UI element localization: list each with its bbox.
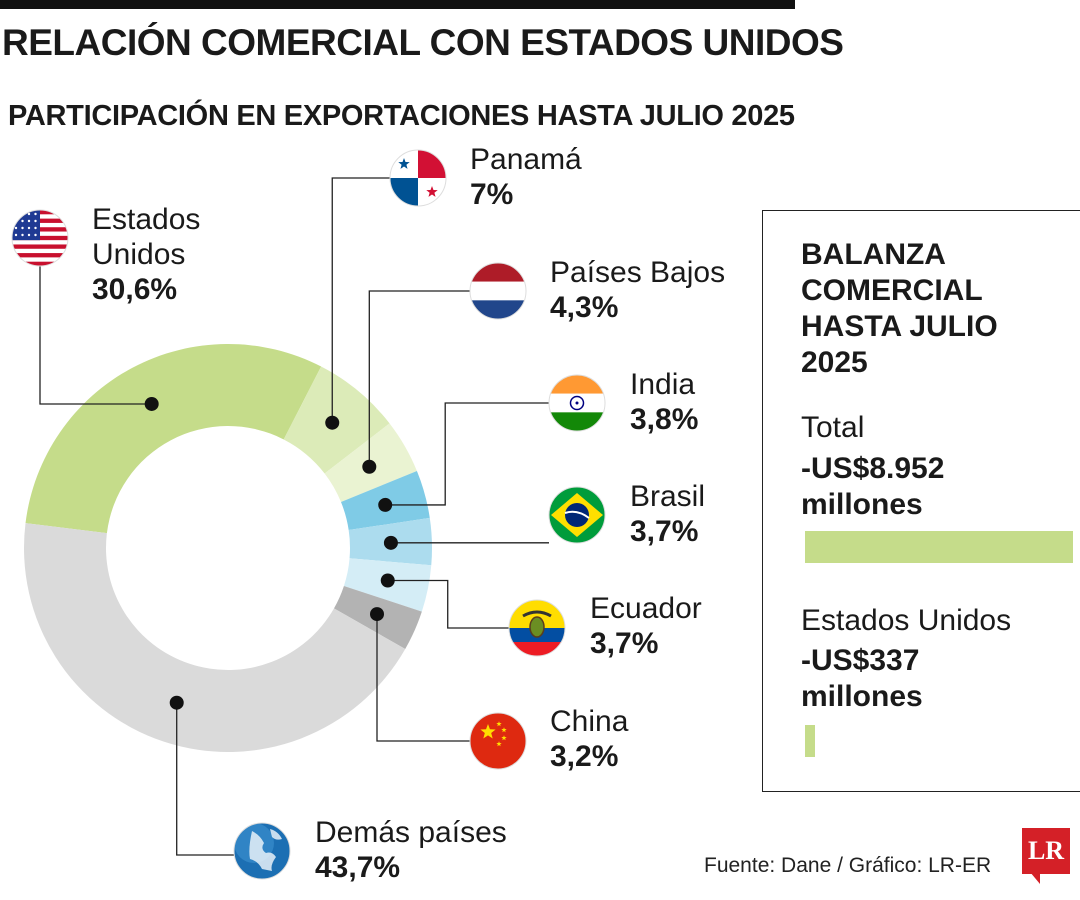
- share-value: 4,3%: [550, 291, 619, 325]
- page-title: RELACIÓN COMERCIAL CON ESTADOS UNIDOS: [2, 22, 844, 63]
- share-value: 3,8%: [630, 403, 699, 437]
- country-name: Países Bajos: [550, 256, 726, 289]
- slice-marker-dot: [378, 497, 393, 512]
- share-value: 3,7%: [590, 627, 659, 661]
- country-name: India: [630, 368, 696, 401]
- label-estados-unidos: Estados Unidos 30,6%: [92, 202, 200, 307]
- total-label: Total: [801, 411, 865, 444]
- panel-title: BALANZA COMERCIAL HASTA JULIO 2025: [801, 238, 998, 379]
- slice-marker-dot: [325, 415, 340, 430]
- leader-line: [376, 614, 470, 742]
- label-ecuador: Ecuador 3,7%: [590, 591, 702, 661]
- share-value: 30,6%: [92, 273, 178, 307]
- source-note: Fuente: Dane / Gráfico: LR-ER: [704, 854, 992, 877]
- top-rule: [0, 0, 795, 9]
- netherlands-flag-icon: [469, 262, 527, 320]
- slice-marker-dot: [370, 607, 385, 622]
- usa-balance-label: Estados Unidos: [801, 604, 1012, 637]
- globe-icon: [233, 822, 291, 880]
- share-value: 3,7%: [630, 515, 699, 549]
- label-brasil: Brasil 3,7%: [630, 479, 705, 549]
- brazil-flag-icon: [548, 486, 606, 544]
- leader-line: [387, 579, 509, 629]
- share-value: 43,7%: [315, 851, 401, 885]
- slice-estados-unidos: [25, 344, 322, 534]
- panama-flag-icon: [389, 149, 447, 207]
- total-balance-bar: [805, 531, 1073, 563]
- leader-line: [39, 266, 152, 405]
- trade-balance-panel: BALANZA COMERCIAL HASTA JULIO 2025 Total…: [762, 210, 1080, 792]
- country-name: Estados: [92, 203, 201, 236]
- leader-line: [368, 290, 470, 467]
- country-name: Panamá: [470, 143, 582, 176]
- ecuador-flag-icon: [508, 599, 566, 657]
- china-flag-icon: [469, 712, 527, 770]
- chart-subtitle: PARTICIPACIÓN EN EXPORTACIONES HASTA JUL…: [8, 100, 795, 132]
- usa-flag-icon: [11, 209, 69, 267]
- slice-marker-dot: [362, 459, 377, 474]
- country-name: Demás países: [315, 816, 507, 849]
- country-name: Ecuador: [590, 592, 702, 625]
- label-países-bajos: Países Bajos 4,3%: [550, 255, 725, 325]
- usa-balance-bar: [805, 725, 816, 757]
- country-name: Unidos: [92, 238, 186, 272]
- country-name: China: [550, 705, 629, 738]
- india-flag-icon: [548, 374, 606, 432]
- lr-logo: LR: [1022, 828, 1070, 874]
- total-value: -US$8.952 millones: [801, 452, 945, 521]
- slice-demás-países: [23, 523, 406, 753]
- slice-marker-dot: [144, 396, 159, 411]
- usa-balance-value: -US$337 millones: [801, 644, 923, 713]
- leader-line: [331, 177, 390, 423]
- slice-marker-dot: [169, 695, 184, 710]
- slice-marker-dot: [380, 573, 395, 588]
- label-panamá: Panamá 7%: [470, 142, 582, 212]
- label-china: China 3,2%: [550, 704, 628, 774]
- label-demás-países: Demás países 43,7%: [315, 815, 507, 885]
- leader-line: [176, 702, 234, 856]
- lr-logo-tail: [1030, 872, 1040, 884]
- label-india: India 3,8%: [630, 367, 698, 437]
- country-name: Brasil: [630, 480, 706, 513]
- share-value: 3,2%: [550, 740, 619, 774]
- slice-marker-dot: [383, 535, 398, 550]
- leader-line: [385, 402, 549, 506]
- share-value: 7%: [470, 178, 514, 212]
